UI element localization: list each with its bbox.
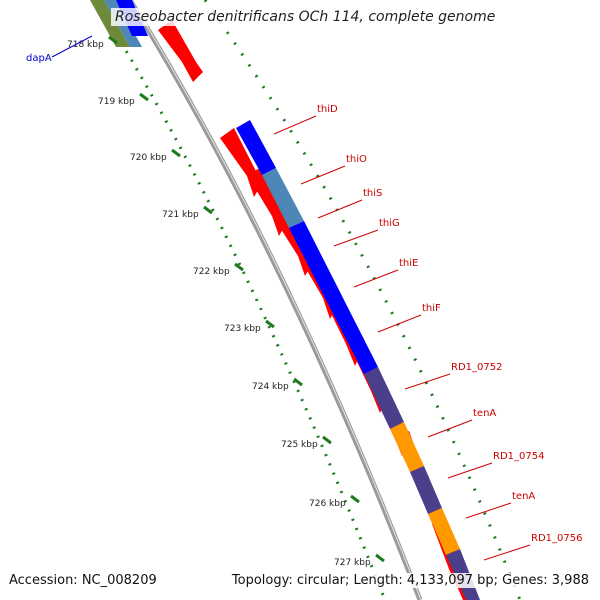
gene-callout-line xyxy=(483,544,531,561)
ruler-label: 727 kbp xyxy=(334,558,371,568)
gene-band-steel xyxy=(262,168,304,228)
gene-callout-line xyxy=(427,419,473,438)
ruler-label: 720 kbp xyxy=(130,153,167,163)
kbp-ruler: 718 kbp 719 kbp 720 kbp 721 kbp 722 kbp 723 k… xyxy=(67,35,385,568)
gene-label[interactable]: tenA xyxy=(473,408,496,419)
ruler-tick xyxy=(171,148,181,158)
gene-callout-line xyxy=(404,373,451,390)
gene-callout-line xyxy=(317,199,363,219)
gene-label[interactable]: tenA xyxy=(512,491,535,502)
ruler-tick xyxy=(108,35,118,45)
ruler-tick xyxy=(265,319,275,329)
feature-olive-band xyxy=(90,0,130,47)
gene-callout-line xyxy=(465,502,512,519)
gene-label[interactable]: thiD xyxy=(317,104,338,115)
gene-label[interactable]: thiF xyxy=(422,303,441,314)
ruler-label: 726 kbp xyxy=(309,499,346,509)
gene-callout-line xyxy=(273,115,317,135)
gene-callout-line xyxy=(300,165,346,185)
gene-callout-line xyxy=(333,229,379,247)
gene-label[interactable]: RD1_0756 xyxy=(531,533,582,544)
gene-band-orange-1 xyxy=(390,422,424,472)
outer-guide-arc xyxy=(203,0,522,600)
genome-summary: Topology: circular; Length: 4,133,097 bp… xyxy=(230,573,590,588)
ruler-tick xyxy=(350,494,360,504)
gene-callout-line xyxy=(377,314,422,333)
ruler-label: 723 kbp xyxy=(224,324,261,334)
ruler-label: 722 kbp xyxy=(193,267,230,277)
gene-label[interactable]: dapA xyxy=(26,53,52,64)
genome-title: Roseobacter denitrificans OCh 114, compl… xyxy=(111,8,500,26)
ruler-tick xyxy=(322,435,332,445)
gene-band-slate-2 xyxy=(410,466,442,514)
gene-label[interactable]: thiG xyxy=(379,218,400,229)
gene-label[interactable]: thiO xyxy=(346,154,367,165)
gene-callout-line xyxy=(447,462,493,479)
ruler-label: 721 kbp xyxy=(162,210,199,220)
gene-label[interactable]: RD1_0752 xyxy=(451,362,502,373)
ruler-label: 724 kbp xyxy=(252,382,289,392)
ruler-tick xyxy=(203,205,213,215)
gene-callout-line xyxy=(353,269,399,288)
cds-arrow-top xyxy=(158,20,203,82)
ruler-tick xyxy=(234,262,244,272)
ruler-tick xyxy=(375,553,385,563)
gene-labels: dapA thiD thiO thiS thiG thiE thiF RD1_0752 tenA… xyxy=(26,35,582,561)
genome-backbone xyxy=(127,0,423,600)
gene-band-slate-1 xyxy=(364,367,404,429)
gene-label[interactable]: thiS xyxy=(363,188,382,199)
gene-label[interactable]: RD1_0754 xyxy=(493,451,544,462)
genome-backbone-highlight xyxy=(130,0,422,600)
accession-label: Accession: NC_008209 xyxy=(8,573,158,588)
gene-band-blue-1 xyxy=(236,120,276,175)
gene-band-orange-2 xyxy=(428,508,460,555)
ruler-tick xyxy=(293,377,303,387)
gene-label[interactable]: thiE xyxy=(399,258,418,269)
ruler-label: 718 kbp xyxy=(67,40,104,50)
gene-callout-line xyxy=(51,35,93,58)
ruler-label: 725 kbp xyxy=(281,440,318,450)
gene-band-blue-2 xyxy=(289,221,378,374)
ruler-label: 719 kbp xyxy=(98,97,135,107)
ruler-tick xyxy=(139,92,149,102)
